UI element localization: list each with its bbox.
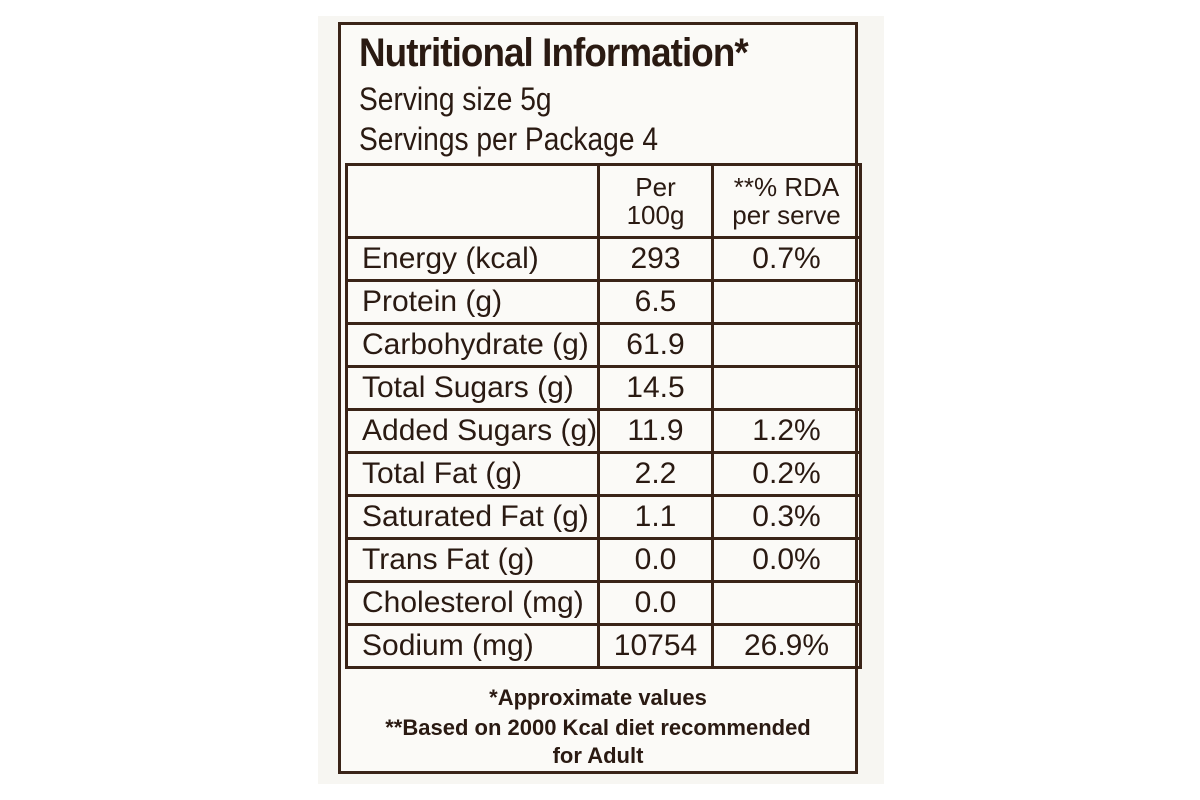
per-100g-value: 1.1 [597,494,714,540]
header-per-100g-line1: Per [635,172,676,202]
header-rda-line2: per serve [732,200,841,230]
per-100g-value: 11.9 [597,408,714,454]
table-row: Total Sugars (g) 14.5 [345,365,862,411]
table-header-row: Per 100g **% RDA per serve [345,163,862,239]
rda-value: 0.0% [711,537,862,583]
footnote-rda-basis-continued: for Adult [552,743,644,768]
table-row: Carbohydrate (g) 61.9 [345,322,862,368]
rda-value [711,322,862,368]
header-per-100g-line2: 100g [626,200,685,230]
header-nutrient [345,163,600,239]
rda-value [711,580,862,626]
header-rda-line1: **% RDA [733,172,840,202]
nutrient-name: Energy (kcal) [345,236,600,282]
serving-size: Serving size 5g [359,81,552,117]
table-row: Total Fat (g) 2.2 0.2% [345,451,862,497]
panel-title: Nutritional Information* [359,31,749,75]
rda-value [711,279,862,325]
nutrient-name: Total Sugars (g) [345,365,600,411]
footnote-approximate: *Approximate values [489,685,707,710]
header-rda: **% RDA per serve [711,163,862,239]
per-100g-value: 61.9 [597,322,714,368]
per-100g-value: 14.5 [597,365,714,411]
per-100g-value: 0.0 [597,537,714,583]
rda-value: 1.2% [711,408,862,454]
rda-value: 0.7% [711,236,862,282]
rda-value: 0.3% [711,494,862,540]
nutrient-name: Trans Fat (g) [345,537,600,583]
per-100g-value: 0.0 [597,580,714,626]
table-row: Sodium (mg) 10754 26.9% [345,623,862,669]
nutrient-name: Total Fat (g) [345,451,600,497]
nutrient-name: Protein (g) [345,279,600,325]
rda-value: 0.2% [711,451,862,497]
table-row: Cholesterol (mg) 0.0 [345,580,862,626]
nutrition-panel: Nutritional Information* Serving size 5g… [338,22,862,774]
nutrition-table: Per 100g **% RDA per serve Energy (kcal)… [345,163,862,669]
table-row: Protein (g) 6.5 [345,279,862,325]
servings-per-package: Servings per Package 4 [359,121,658,157]
nutrient-name: Saturated Fat (g) [345,494,600,540]
per-100g-value: 10754 [597,623,714,669]
rda-value: 26.9% [711,623,862,669]
per-100g-value: 6.5 [597,279,714,325]
table-row: Saturated Fat (g) 1.1 0.3% [345,494,862,540]
table-row: Energy (kcal) 293 0.7% [345,236,862,282]
header-per-100g: Per 100g [597,163,714,239]
per-100g-value: 2.2 [597,451,714,497]
footnote-rda-basis: **Based on 2000 Kcal diet recommended [385,715,811,740]
table-row: Added Sugars (g) 11.9 1.2% [345,408,862,454]
nutrient-name: Added Sugars (g) [345,408,600,454]
nutrient-name: Carbohydrate (g) [345,322,600,368]
nutrient-name: Sodium (mg) [345,623,600,669]
rda-value [711,365,862,411]
nutrient-name: Cholesterol (mg) [345,580,600,626]
table-row: Trans Fat (g) 0.0 0.0% [345,537,862,583]
per-100g-value: 293 [597,236,714,282]
